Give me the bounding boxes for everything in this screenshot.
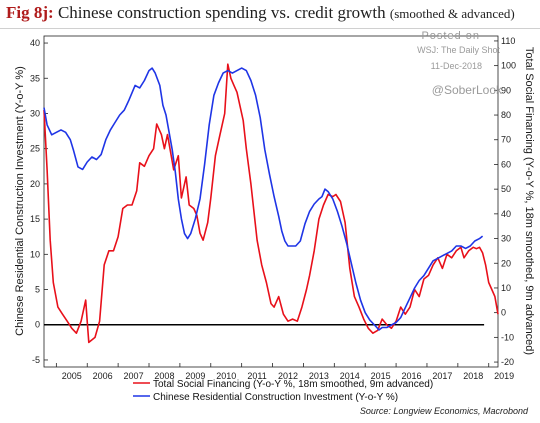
chart-main-title: Chinese construction spending vs. credit… [57, 3, 386, 22]
right-axis-label: Total Social Financing (Y-o-Y %, 18m smo… [523, 47, 535, 355]
watermark-posted: Posted on [421, 30, 480, 42]
right-tick-label: 30 [501, 234, 511, 244]
x-tick-label: 2008 [154, 371, 174, 381]
x-axis: 2005 2006 2007 2008 2009 2010 2011 2012 2013 2014… [55, 363, 514, 381]
x-tick-label: 2013 [309, 371, 329, 381]
watermark-date: 11-Dec-2018 [430, 61, 482, 71]
left-axis-label: Chinese Residential Construction Investm… [14, 66, 26, 336]
right-tick-label: 110 [501, 36, 515, 46]
series-line-total-social-financing [43, 63, 499, 344]
watermark-source: WSJ: The Daily Shot [417, 45, 500, 55]
right-tick-label: 70 [501, 135, 511, 145]
right-tick-label: 10 [501, 283, 511, 293]
chart-title: Fig 8j: Chinese construction spending vs… [6, 3, 515, 23]
x-tick-label: 2009 [185, 371, 205, 381]
series-line-residential-construction [43, 67, 484, 331]
right-tick-label: 40 [501, 209, 511, 219]
x-tick-label: 2012 [278, 371, 298, 381]
x-tick-label: 2018 [463, 371, 483, 381]
x-tick-label: 2010 [216, 371, 236, 381]
left-tick-label: 35 [30, 73, 40, 83]
right-tick-label: 20 [501, 258, 511, 268]
left-tick-label: 15 [30, 214, 40, 224]
left-tick-label: 10 [30, 249, 40, 259]
x-tick-label: 2019 [494, 371, 514, 381]
watermark-handle: @SoberLook [431, 83, 502, 97]
left-tick-label: -5 [32, 355, 40, 365]
source-note: Source: Longview Economics, Macrobond [360, 406, 529, 416]
right-tick-label: 80 [501, 110, 511, 120]
left-tick-label: 30 [30, 108, 40, 118]
x-tick-label: 2017 [432, 371, 452, 381]
right-tick-label: -20 [501, 357, 514, 367]
series-layer [43, 63, 499, 344]
title-rule [0, 28, 540, 29]
left-tick-label: 25 [30, 144, 40, 154]
chart-subtitle: (smoothed & advanced) [389, 6, 515, 21]
legend-label-resi: Chinese Residential Construction Investm… [153, 392, 398, 403]
right-tick-label: 0 [501, 308, 506, 318]
left-tick-label: 20 [30, 179, 40, 189]
x-tick-label: 2016 [402, 371, 422, 381]
left-tick-label: 5 [35, 285, 40, 295]
x-tick-label: 2007 [124, 371, 144, 381]
x-tick-label: 2011 [247, 371, 266, 381]
plot-frame [43, 35, 499, 368]
right-tick-label: 90 [501, 85, 511, 95]
right-tick-label: -10 [501, 332, 514, 342]
x-tick-label: 2014 [340, 371, 360, 381]
left-axis: 40 35 30 25 20 15 10 5 0 -5 [30, 38, 48, 365]
legend-label-tsf: Total Social Financing (Y-o-Y %, 18m smo… [153, 379, 433, 390]
figure-number: Fig 8j: [6, 3, 54, 22]
right-tick-label: 50 [501, 184, 511, 194]
x-tick-label: 2006 [93, 371, 113, 381]
left-tick-label: 0 [35, 320, 40, 330]
x-tick-label: 2015 [371, 371, 391, 381]
right-tick-label: 100 [501, 61, 516, 71]
right-tick-label: 60 [501, 159, 511, 169]
left-tick-label: 40 [30, 38, 40, 48]
x-tick-label: 2005 [62, 371, 82, 381]
